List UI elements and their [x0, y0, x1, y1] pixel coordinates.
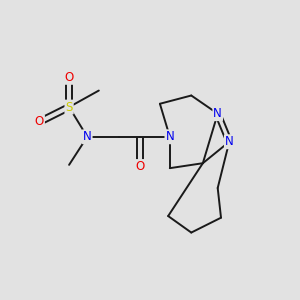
- Text: N: N: [165, 130, 174, 143]
- Text: N: N: [225, 135, 234, 148]
- Text: O: O: [136, 160, 145, 173]
- Text: O: O: [35, 116, 44, 128]
- Text: N: N: [213, 107, 222, 120]
- Text: S: S: [65, 100, 73, 114]
- Text: O: O: [64, 71, 74, 84]
- Text: N: N: [83, 130, 92, 143]
